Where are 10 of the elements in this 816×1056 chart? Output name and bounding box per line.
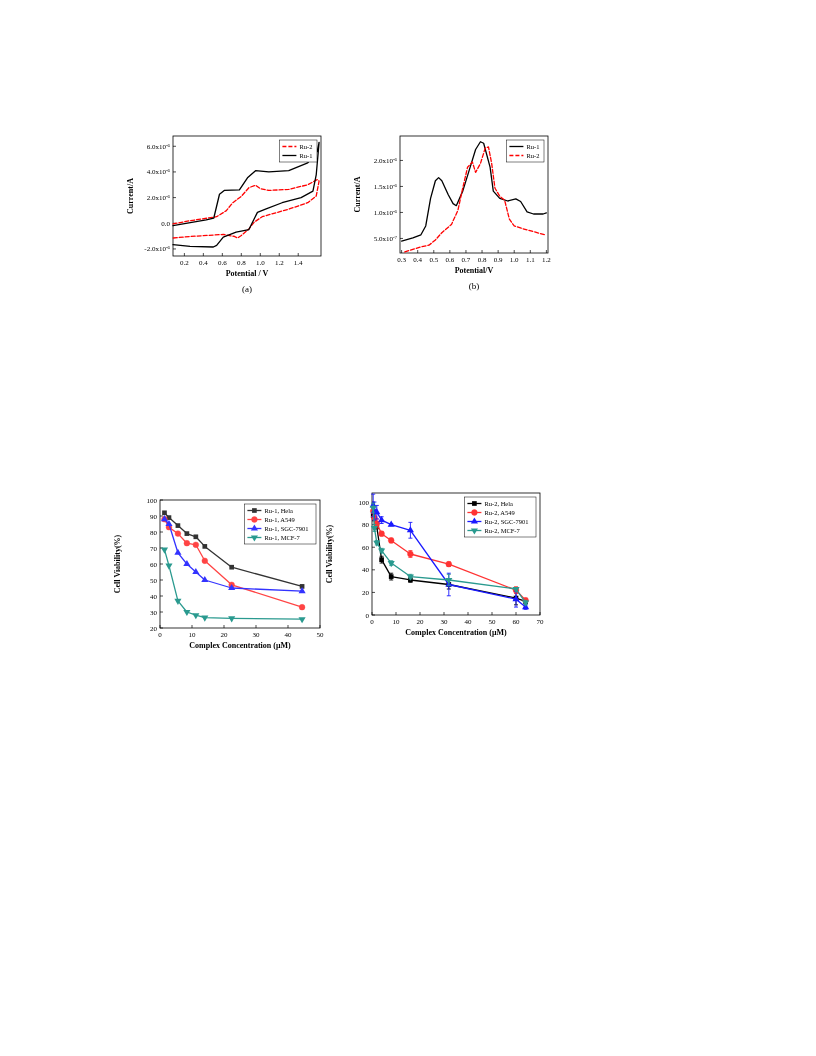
- x-axis-title: Potential / V: [225, 269, 269, 278]
- text: (a): [242, 284, 252, 294]
- y-axis-title: Current/A: [353, 176, 362, 213]
- y-axis-title: Cell Viability(%): [325, 524, 334, 584]
- y-axis-title: Cell Viability(%): [113, 534, 122, 594]
- x-axis-title: Complex Concentration (μM): [405, 628, 508, 637]
- y-axis-title: Current/A: [126, 177, 135, 214]
- x-axis-title: Complex Concentration (μM): [189, 641, 292, 650]
- x-axis-title: Potential/V: [454, 266, 494, 275]
- text: (b): [468, 281, 480, 291]
